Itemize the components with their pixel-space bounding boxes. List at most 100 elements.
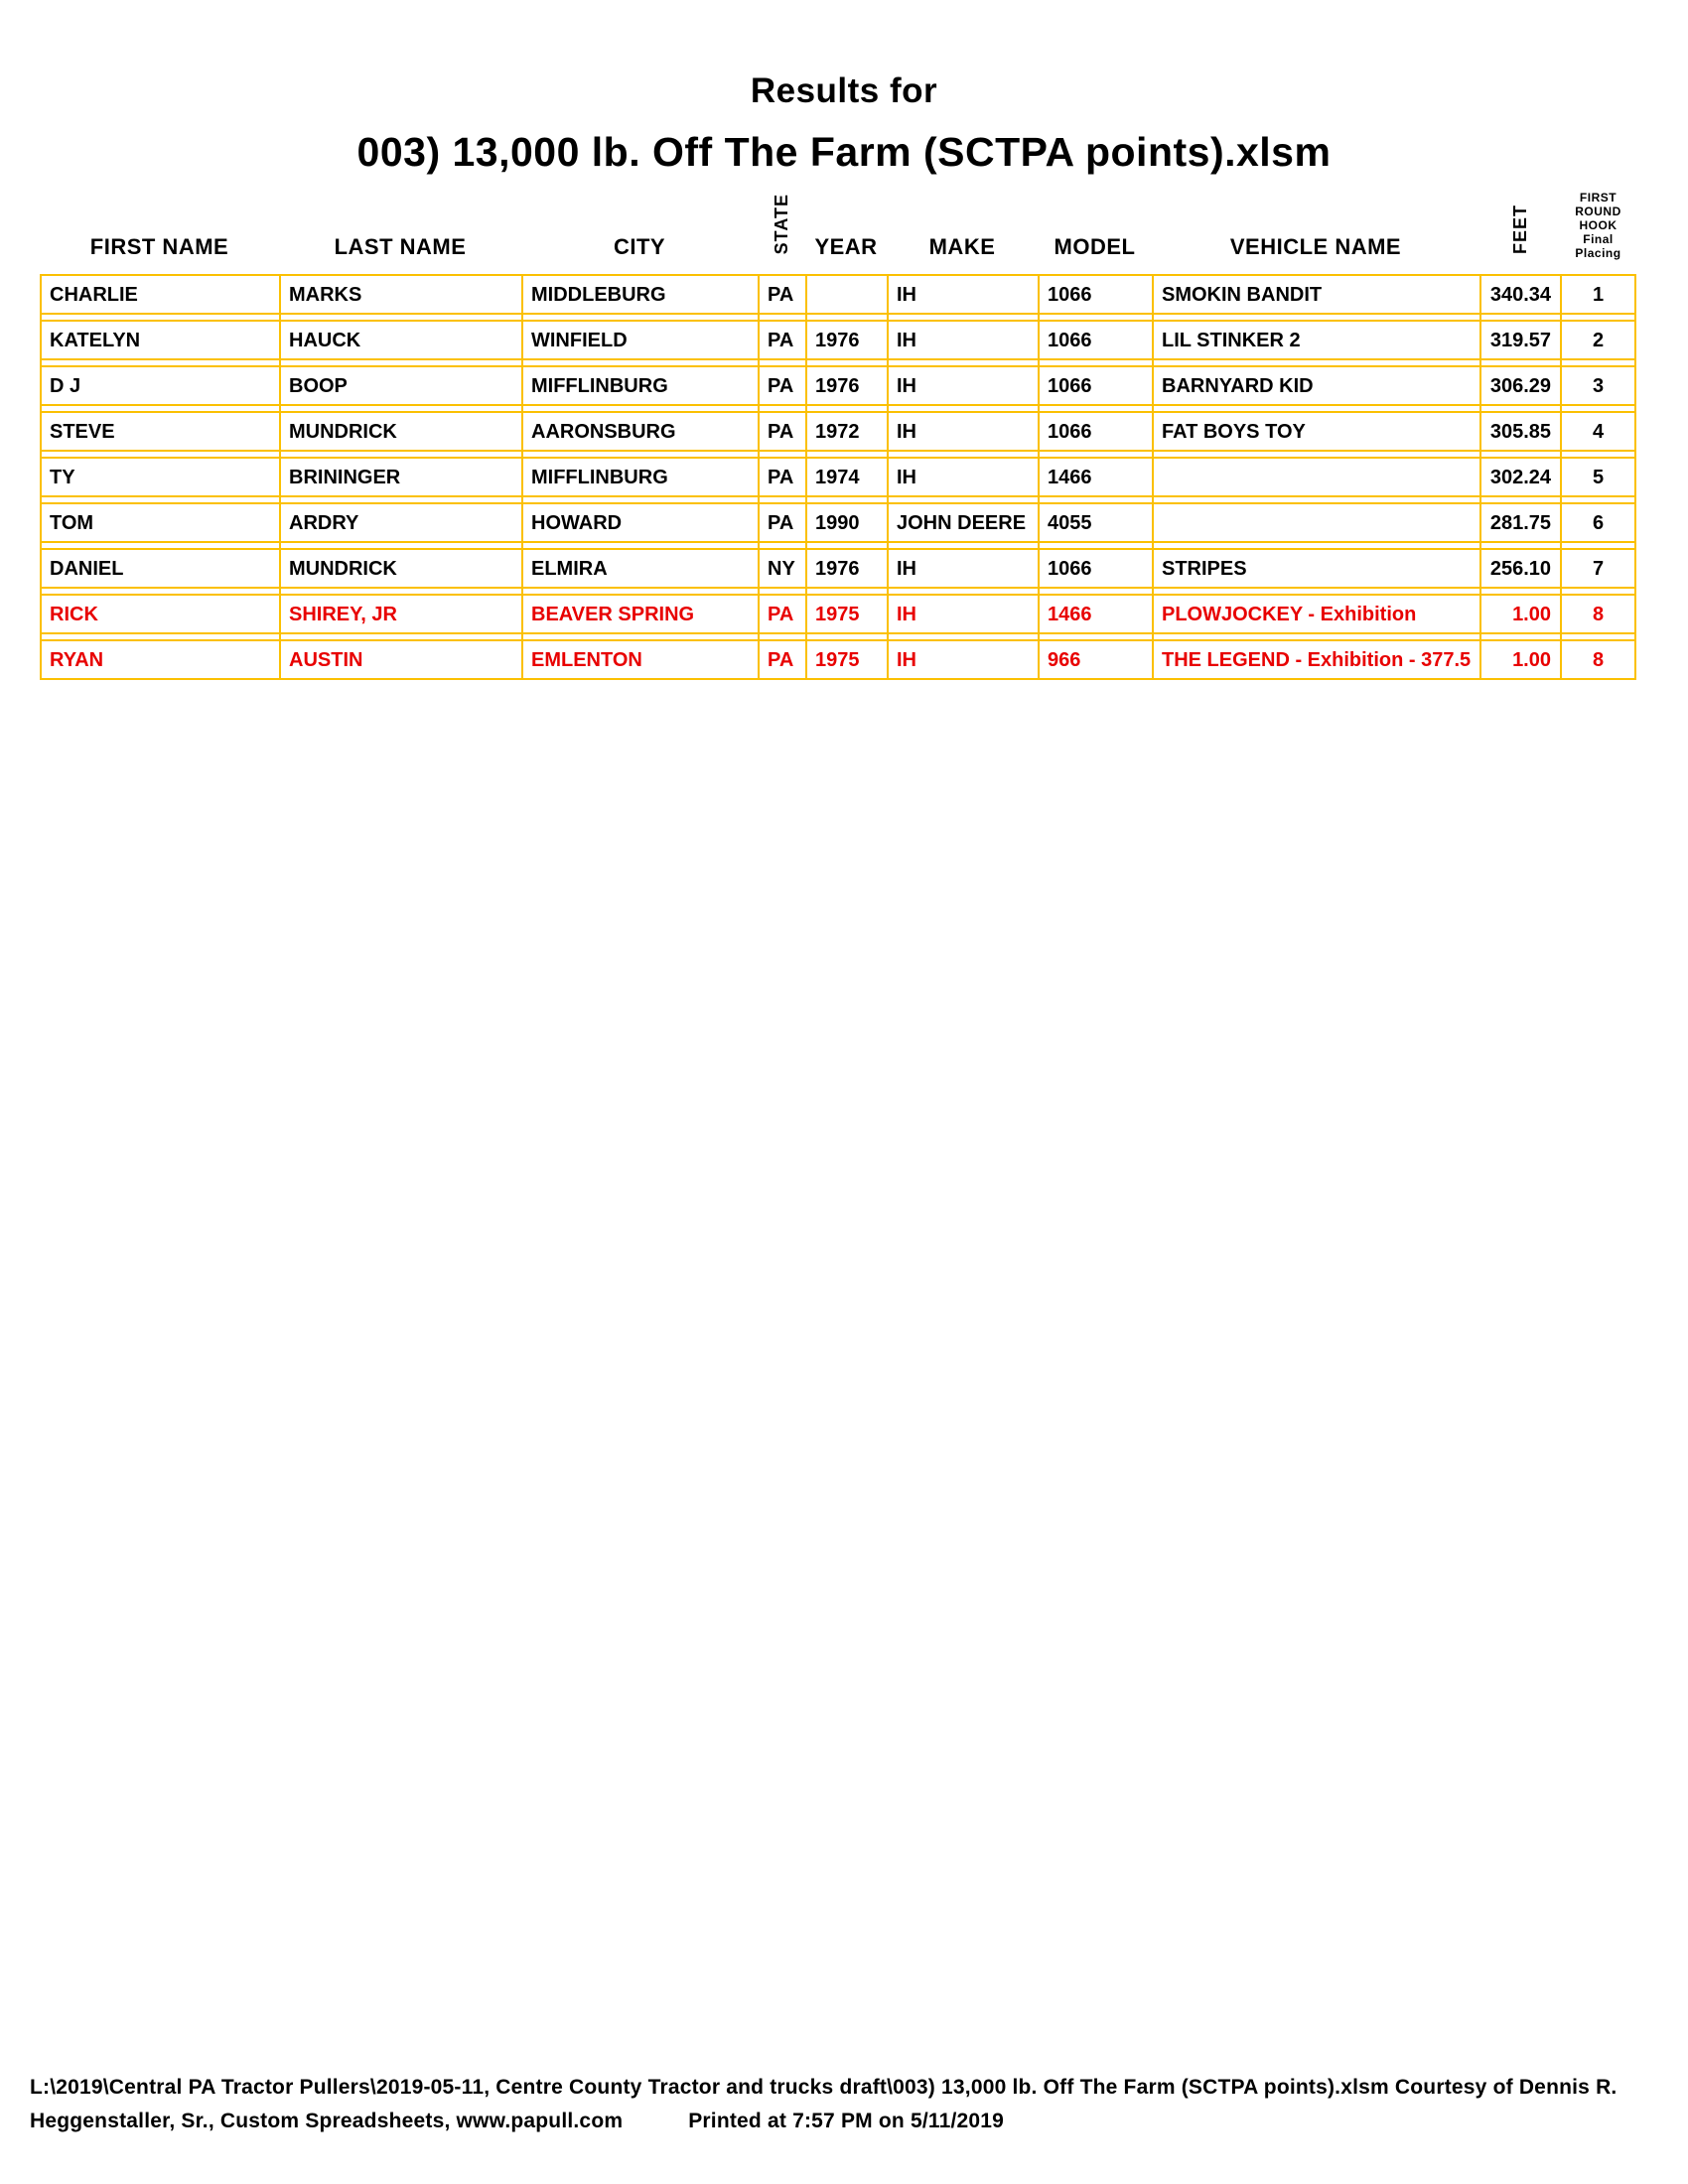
cell-placing: 1 [1560, 276, 1636, 313]
col-header-last-name: LAST NAME [334, 234, 467, 259]
results-table: FIRST NAME LAST NAME CITY STATE YEAR MAK… [40, 189, 1636, 680]
footer-file-path: L:\2019\Central PA Tractor Pullers\2019-… [30, 2076, 1618, 2099]
cell-state: PA [758, 367, 805, 404]
cell-state: PA [758, 504, 805, 541]
cell-make: IH [887, 641, 1038, 678]
table-body: CHARLIE MARKS MIDDLEBURG PA IH 1066 SMOK… [40, 274, 1636, 680]
report-subtitle: 003) 13,000 lb. Off The Farm (SCTPA poin… [356, 129, 1332, 175]
cell-state: PA [758, 641, 805, 678]
table-row: D J BOOP MIFFLINBURG PA 1976 IH 1066 BAR… [40, 365, 1636, 406]
cell-last-name: MUNDRICK [279, 413, 521, 450]
cell-year: 1975 [805, 641, 887, 678]
cell-feet: 306.29 [1479, 367, 1560, 404]
cell-feet: 281.75 [1479, 504, 1560, 541]
cell-model: 1466 [1038, 596, 1152, 632]
col-header-placing: FIRST ROUND HOOK Final Placing [1560, 191, 1636, 274]
cell-make: IH [887, 322, 1038, 358]
cell-year: 1976 [805, 322, 887, 358]
cell-last-name: MUNDRICK [279, 550, 521, 587]
cell-city: HOWARD [521, 504, 758, 541]
cell-first-name: DANIEL [40, 550, 279, 587]
table-row: CHARLIE MARKS MIDDLEBURG PA IH 1066 SMOK… [40, 274, 1636, 315]
cell-state: PA [758, 459, 805, 495]
cell-model: 1066 [1038, 322, 1152, 358]
cell-feet: 340.34 [1479, 276, 1560, 313]
cell-city: AARONSBURG [521, 413, 758, 450]
col-header-state: STATE [758, 194, 805, 274]
cell-year: 1976 [805, 367, 887, 404]
cell-vehicle-name: THE LEGEND - Exhibition - 377.5 [1152, 641, 1479, 678]
cell-vehicle-name: LIL STINKER 2 [1152, 322, 1479, 358]
cell-vehicle-name: STRIPES [1152, 550, 1479, 587]
cell-model: 4055 [1038, 504, 1152, 541]
cell-placing: 6 [1560, 504, 1636, 541]
table-row: DANIEL MUNDRICK ELMIRA NY 1976 IH 1066 S… [40, 548, 1636, 589]
table-header-row: FIRST NAME LAST NAME CITY STATE YEAR MAK… [40, 189, 1636, 274]
cell-model: 1066 [1038, 276, 1152, 313]
col-header-city: CITY [613, 234, 666, 259]
table-row-spacer [40, 452, 1636, 457]
cell-make: IH [887, 367, 1038, 404]
cell-model: 1066 [1038, 550, 1152, 587]
col-header-vehicle-name: VEHICLE NAME [1229, 234, 1402, 259]
cell-last-name: ARDRY [279, 504, 521, 541]
cell-vehicle-name: SMOKIN BANDIT [1152, 276, 1479, 313]
cell-first-name: KATELYN [40, 322, 279, 358]
cell-placing: 3 [1560, 367, 1636, 404]
feet-vertical-label: FEET [1509, 204, 1530, 254]
col-header-year: YEAR [814, 234, 878, 259]
table-row: TOM ARDRY HOWARD PA 1990 JOHN DEERE 4055… [40, 502, 1636, 543]
cell-city: MIFFLINBURG [521, 459, 758, 495]
cell-city: BEAVER SPRING [521, 596, 758, 632]
col-header-make: MAKE [928, 234, 996, 259]
cell-feet: 1.00 [1479, 596, 1560, 632]
cell-state: NY [758, 550, 805, 587]
cell-make: IH [887, 550, 1038, 587]
table-row-spacer [40, 315, 1636, 320]
cell-vehicle-name: PLOWJOCKEY - Exhibition [1152, 596, 1479, 632]
table-row: RICK SHIREY, JR BEAVER SPRING PA 1975 IH… [40, 594, 1636, 634]
cell-year: 1972 [805, 413, 887, 450]
report-title: Results for [750, 71, 938, 110]
footer-printed-timestamp: Printed at 7:57 PM on 5/11/2019 [688, 2110, 1005, 2132]
cell-state: PA [758, 322, 805, 358]
table-row-spacer [40, 589, 1636, 594]
placing-header-line1: FIRST ROUND [1575, 191, 1621, 218]
cell-placing: 2 [1560, 322, 1636, 358]
cell-first-name: RICK [40, 596, 279, 632]
table-row: RYAN AUSTIN EMLENTON PA 1975 IH 966 THE … [40, 639, 1636, 680]
report-footer: L:\2019\Central PA Tractor Pullers\2019-… [30, 2071, 1668, 2138]
table-row-spacer [40, 543, 1636, 548]
cell-year: 1990 [805, 504, 887, 541]
cell-last-name: HAUCK [279, 322, 521, 358]
cell-last-name: AUSTIN [279, 641, 521, 678]
cell-model: 1066 [1038, 367, 1152, 404]
table-row: KATELYN HAUCK WINFIELD PA 1976 IH 1066 L… [40, 320, 1636, 360]
cell-make: JOHN DEERE [887, 504, 1038, 541]
cell-city: MIDDLEBURG [521, 276, 758, 313]
cell-city: WINFIELD [521, 322, 758, 358]
col-header-feet: FEET [1479, 205, 1560, 274]
footer-credit-line: Heggenstaller, Sr., Custom Spreadsheets,… [30, 2105, 1668, 2138]
cell-make: IH [887, 413, 1038, 450]
cell-vehicle-name: FAT BOYS TOY [1152, 413, 1479, 450]
cell-year [805, 276, 887, 313]
cell-last-name: SHIREY, JR [279, 596, 521, 632]
cell-make: IH [887, 596, 1038, 632]
cell-vehicle-name: BARNYARD KID [1152, 367, 1479, 404]
table-row-spacer [40, 634, 1636, 639]
cell-city: MIFFLINBURG [521, 367, 758, 404]
cell-make: IH [887, 459, 1038, 495]
cell-first-name: CHARLIE [40, 276, 279, 313]
cell-placing: 8 [1560, 596, 1636, 632]
cell-feet: 305.85 [1479, 413, 1560, 450]
cell-last-name: BRININGER [279, 459, 521, 495]
cell-model: 1466 [1038, 459, 1152, 495]
table-row-spacer [40, 497, 1636, 502]
table-row: STEVE MUNDRICK AARONSBURG PA 1972 IH 106… [40, 411, 1636, 452]
table-row-spacer [40, 360, 1636, 365]
table-row-spacer [40, 406, 1636, 411]
cell-state: PA [758, 276, 805, 313]
cell-feet: 256.10 [1479, 550, 1560, 587]
